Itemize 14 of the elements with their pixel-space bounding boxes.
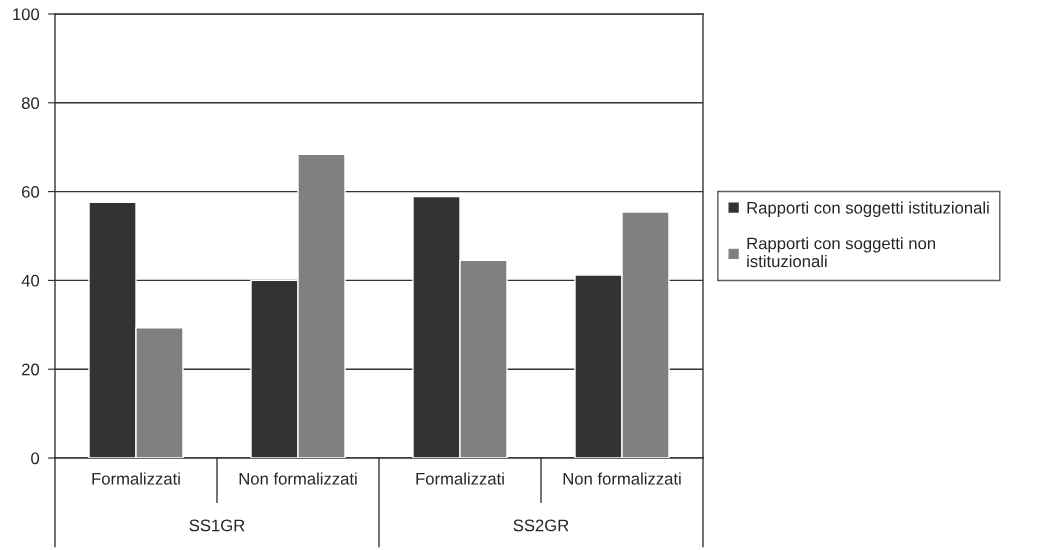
y-tick-label: 20 [22,363,40,376]
x-tick-label: Non formalizzati [563,472,681,485]
text: SS1GR [189,519,245,532]
x-tick-label: Formalizzati [92,472,180,485]
x-tick-label: Formalizzati [416,472,504,485]
y-tick-label: 80 [21,97,40,109]
legend-label: Rapporti con soggetti non istituzionali [747,237,936,268]
x-tick-label: Non formalizzati [239,472,357,485]
text: SS2GR [513,519,569,532]
y-tick-label: 100 [13,8,40,21]
y-tick-label: 40 [21,274,40,287]
y-tick-label: 0 [31,452,40,465]
legend-label: Rapporti con soggetti istituzionali [747,201,989,218]
y-tick-label: 60 [22,186,40,198]
